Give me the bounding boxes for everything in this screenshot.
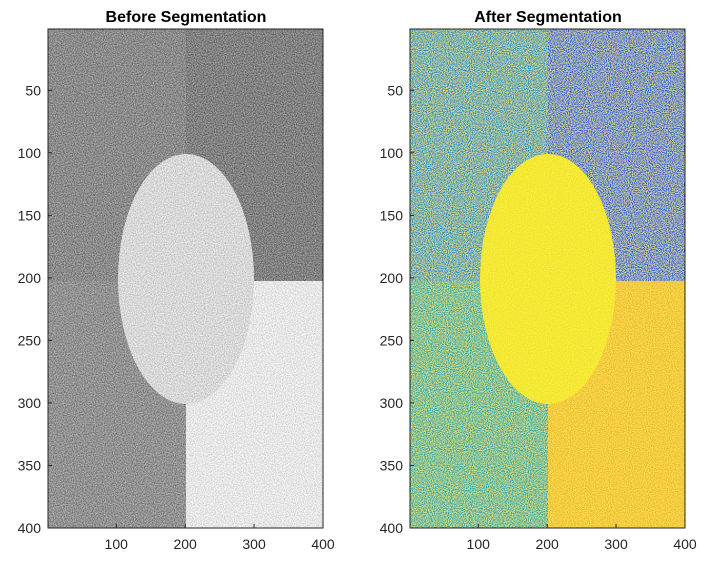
y-tick-label: 250 (380, 332, 404, 348)
x-tick-label: 200 (173, 536, 197, 552)
y-tick-label: 100 (380, 145, 404, 161)
y-tick-label: 200 (18, 270, 42, 286)
x-tick-label: 300 (242, 536, 266, 552)
chart-after: After Segmentation 100 200 300 400 50 100 150 2… (380, 9, 697, 552)
chart-title: After Segmentation (474, 9, 622, 26)
y-tick-label: 100 (18, 145, 42, 161)
y-tick-label: 300 (18, 395, 42, 411)
x-tick-label: 400 (311, 536, 335, 552)
x-tick-label: 100 (105, 536, 129, 552)
region-ellipse (118, 154, 254, 404)
y-tick-label: 300 (380, 395, 404, 411)
x-tick-label: 300 (604, 536, 628, 552)
y-tick-label: 150 (18, 207, 42, 223)
y-tick-label: 200 (380, 270, 404, 286)
x-tick-label: 400 (673, 536, 697, 552)
region-ellipse (480, 154, 616, 404)
y-tick-label: 150 (380, 207, 404, 223)
chart-before: Before Segmentation 100 200 300 400 50 100 150… (18, 9, 335, 552)
y-tick-label: 350 (380, 457, 404, 473)
x-tick-label: 200 (535, 536, 559, 552)
tick-group: 100 200 300 400 50 100 150 200 250 300 350 400 (380, 82, 697, 552)
image-area (48, 29, 323, 528)
y-tick-label: 400 (380, 520, 404, 536)
tick-group: 100 200 300 400 50 100 150 200 250 300 350 400 (18, 82, 335, 552)
x-tick-label: 100 (467, 536, 491, 552)
y-tick-label: 350 (18, 457, 42, 473)
y-tick-label: 400 (18, 520, 42, 536)
image-area (410, 29, 685, 528)
chart-title: Before Segmentation (106, 9, 267, 26)
y-tick-label: 50 (387, 82, 403, 98)
y-tick-label: 250 (18, 332, 42, 348)
y-tick-label: 50 (25, 82, 41, 98)
